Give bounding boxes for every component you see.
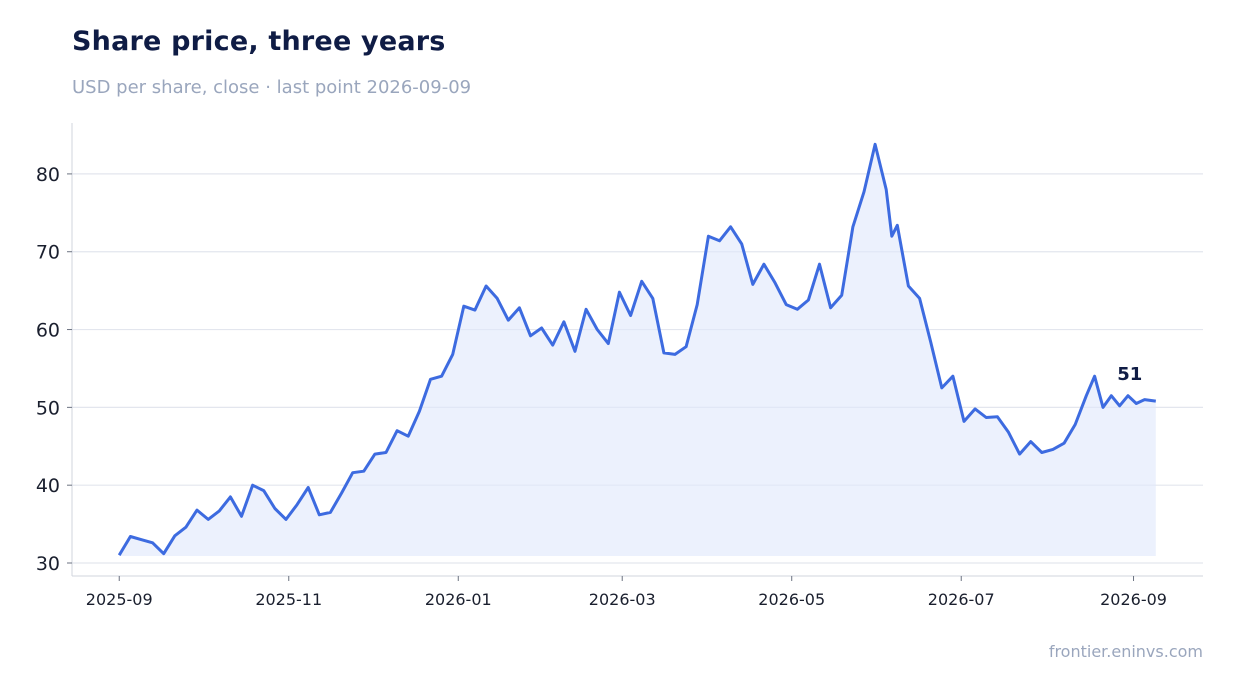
axes bbox=[71, 123, 1203, 577]
y-tick-label: 40 bbox=[36, 475, 60, 497]
y-tick-label: 50 bbox=[36, 397, 60, 419]
source-credit: frontier.eninvs.com bbox=[1048, 642, 1203, 661]
x-tick-label: 2026-01 bbox=[425, 590, 492, 609]
chart-subtitle: USD per share, close · last point 2026-0… bbox=[72, 77, 472, 98]
x-tick-label: 2026-09 bbox=[1100, 590, 1167, 609]
y-tick-label: 30 bbox=[36, 553, 60, 575]
x-axis-ticks: 2025-09 2025-11 2026-01 2026-03 2026-05 2026-… bbox=[86, 576, 1167, 609]
y-tick-label: 60 bbox=[36, 320, 60, 342]
x-tick-label: 2025-09 bbox=[86, 590, 153, 609]
price-line bbox=[117, 142, 1156, 556]
x-tick-label: 2025-11 bbox=[255, 590, 322, 609]
y-tick-label: 80 bbox=[36, 164, 60, 186]
x-tick-label: 2026-03 bbox=[589, 590, 656, 609]
y-axis-ticks: 30 40 50 60 70 80 bbox=[36, 164, 72, 575]
x-tick-label: 2026-05 bbox=[758, 590, 825, 609]
y-tick-label: 70 bbox=[36, 242, 60, 264]
price-area-fill bbox=[119, 144, 1156, 557]
last-value-label: 51 bbox=[1117, 364, 1142, 385]
chart-title: Share price, three years bbox=[72, 26, 446, 57]
x-tick-label: 2026-07 bbox=[928, 590, 995, 609]
